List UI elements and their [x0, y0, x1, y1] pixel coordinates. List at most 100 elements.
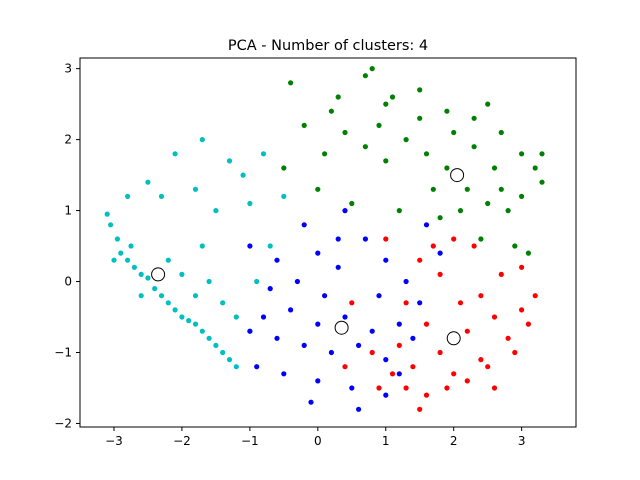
data-point-1-12 — [519, 193, 525, 199]
data-point-0-0 — [104, 211, 110, 217]
data-point-1-9 — [519, 151, 525, 157]
y-tick-label-0: −2 — [54, 416, 72, 430]
data-point-1-20 — [362, 144, 368, 150]
y-tick-label-5: 3 — [64, 62, 72, 76]
data-point-0-40 — [172, 151, 178, 157]
data-point-3-22 — [464, 378, 470, 384]
data-point-2-16 — [349, 385, 355, 391]
data-point-3-17 — [403, 300, 409, 306]
data-point-0-39 — [254, 278, 260, 285]
data-point-0-42 — [226, 158, 233, 164]
data-point-0-3 — [118, 250, 124, 256]
data-point-0-14 — [186, 318, 192, 324]
data-point-2-2 — [274, 335, 280, 341]
data-point-3-14 — [457, 300, 464, 306]
cluster-centroid-1 — [450, 168, 465, 183]
data-point-3-26 — [430, 243, 436, 249]
data-point-0-43 — [247, 200, 253, 207]
data-point-3-12 — [498, 271, 504, 277]
x-tick-label-0: −3 — [105, 434, 123, 448]
data-point-3-27 — [451, 236, 457, 242]
x-tick-label-6: 3 — [518, 434, 526, 448]
plot-frame — [79, 57, 577, 428]
data-point-0-17 — [206, 335, 212, 341]
data-point-3-7 — [491, 314, 498, 320]
data-point-3-15 — [437, 271, 443, 277]
data-point-2-23 — [403, 278, 409, 285]
data-point-1-3 — [369, 66, 375, 72]
data-point-2-19 — [315, 250, 321, 256]
axes: −3 −2 −1 0 1 2 3 −2 −1 0 1 2 3 — [54, 62, 525, 448]
data-point-2-3 — [288, 307, 294, 313]
data-point-2-15 — [315, 378, 321, 384]
data-point-3-31 — [491, 385, 498, 391]
data-point-0-37 — [281, 193, 287, 199]
data-point-0-30 — [213, 208, 219, 214]
y-tick-label-1: −1 — [54, 345, 72, 359]
x-tick-label-4: 1 — [382, 434, 390, 448]
cluster-centroid-3 — [446, 331, 461, 346]
data-point-3-18 — [389, 371, 396, 377]
data-point-1-8 — [498, 129, 504, 136]
data-point-1-10 — [532, 165, 538, 171]
data-point-0-1 — [108, 222, 114, 228]
data-point-3-29 — [512, 349, 518, 356]
data-point-0-11 — [165, 300, 171, 306]
data-point-1-37 — [430, 186, 436, 192]
data-point-1-22 — [322, 151, 328, 157]
data-point-0-12 — [172, 307, 178, 313]
data-point-3-19 — [403, 385, 409, 391]
data-point-0-44 — [138, 293, 144, 299]
data-point-1-35 — [417, 115, 423, 121]
data-point-2-24 — [423, 222, 430, 228]
data-point-1-17 — [423, 151, 430, 157]
data-point-3-23 — [485, 364, 491, 370]
data-point-2-34 — [356, 406, 362, 412]
data-point-0-16 — [199, 328, 205, 334]
data-point-1-31 — [525, 250, 532, 256]
data-point-3-8 — [505, 335, 511, 341]
data-point-3-4 — [451, 371, 457, 377]
data-point-2-27 — [247, 243, 253, 249]
data-point-0-4 — [125, 257, 131, 263]
data-point-1-27 — [396, 208, 402, 214]
data-point-0-7 — [138, 271, 144, 277]
data-point-3-28 — [471, 243, 477, 249]
data-point-1-15 — [464, 186, 470, 192]
data-point-0-2 — [114, 236, 120, 242]
data-point-3-32 — [417, 406, 423, 412]
data-point-0-27 — [165, 257, 171, 263]
data-point-3-34 — [383, 236, 389, 242]
data-point-0-8 — [145, 275, 151, 281]
data-point-3-5 — [464, 328, 470, 334]
data-point-1-34 — [451, 129, 457, 136]
data-point-2-12 — [410, 335, 416, 341]
data-point-2-25 — [437, 250, 443, 256]
data-point-0-5 — [128, 243, 134, 249]
data-point-1-16 — [444, 165, 450, 171]
data-point-2-37 — [335, 236, 341, 242]
cluster-centroid-2 — [334, 320, 349, 335]
data-point-0-21 — [233, 364, 239, 370]
data-point-3-35 — [342, 364, 348, 370]
data-point-1-24 — [281, 165, 287, 171]
data-point-1-0 — [288, 80, 294, 86]
data-point-1-14 — [485, 200, 491, 207]
data-point-0-34 — [125, 193, 131, 199]
y-tick-label-4: 2 — [64, 133, 72, 147]
data-point-2-13 — [254, 364, 260, 370]
data-point-2-22 — [383, 257, 389, 263]
data-point-1-26 — [349, 200, 355, 207]
data-point-3-3 — [437, 349, 443, 356]
data-point-2-10 — [383, 357, 389, 363]
data-point-0-24 — [220, 300, 226, 306]
data-point-0-38 — [267, 243, 273, 249]
data-point-1-11 — [539, 179, 545, 185]
data-point-1-32 — [491, 165, 498, 171]
data-point-0-20 — [226, 357, 233, 363]
data-point-1-25 — [315, 186, 321, 192]
data-point-3-21 — [444, 385, 450, 391]
x-tick-label-5: 2 — [450, 434, 458, 448]
data-point-2-26 — [274, 257, 280, 263]
